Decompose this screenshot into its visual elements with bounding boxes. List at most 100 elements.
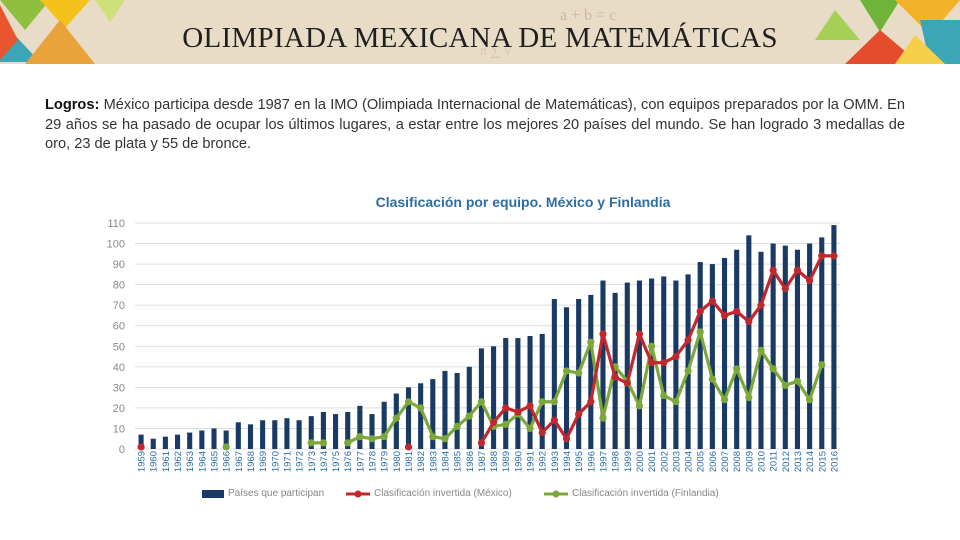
finland-point <box>550 398 558 406</box>
bar <box>369 414 375 449</box>
x-tick-label: 1996 <box>586 451 597 472</box>
header-banner: a + b = c π ∑ √ OLIMPIADA MEXICANA DE MA… <box>0 0 960 64</box>
y-tick-label: 30 <box>113 382 125 394</box>
mexico-line <box>480 254 834 444</box>
bar <box>442 370 448 449</box>
mexico-point <box>672 352 680 361</box>
x-tick-label: 1985 <box>453 451 464 472</box>
y-tick-label: 60 <box>113 321 125 333</box>
finland-point <box>356 433 364 441</box>
x-tick-label: 1979 <box>380 451 391 472</box>
bar <box>782 245 788 449</box>
finland-point <box>538 398 546 406</box>
mexico-point <box>806 276 814 285</box>
page-title: OLIMPIADA MEXICANA DE MATEMÁTICAS <box>182 22 778 54</box>
finland-point <box>781 381 789 389</box>
mexico-point <box>635 330 644 338</box>
y-tick-label: 10 <box>113 423 125 435</box>
y-tick-label: 100 <box>107 239 125 251</box>
x-tick-label: 1981 <box>404 451 415 472</box>
x-tick-label: 1967 <box>234 451 245 472</box>
finland-point <box>380 433 388 441</box>
x-tick-label: 1983 <box>428 451 439 472</box>
x-tick-label: 1999 <box>623 451 634 472</box>
finland-point <box>562 367 571 375</box>
x-tick-label: 1992 <box>538 451 549 472</box>
bar <box>819 237 825 449</box>
bar <box>454 372 460 449</box>
mexico-point <box>526 402 534 410</box>
legend-label-participants: Países que participan <box>228 488 325 499</box>
x-tick-label: 1990 <box>513 451 524 472</box>
x-tick-label: 1977 <box>355 451 366 472</box>
bar <box>138 434 144 449</box>
x-tick-label: 2012 <box>781 451 792 472</box>
description-label: Logros: <box>45 97 100 113</box>
finland-point <box>575 369 583 377</box>
mexico-point <box>720 311 729 320</box>
bar <box>734 249 740 449</box>
y-tick-label: 20 <box>113 403 125 415</box>
bar <box>381 401 387 449</box>
finland-point <box>708 375 716 383</box>
finland-point <box>465 412 473 420</box>
finland-point <box>453 422 461 430</box>
x-tick-label: 2006 <box>708 451 719 472</box>
x-tick-label: 1978 <box>368 451 379 472</box>
x-tick-label: 1965 <box>210 451 221 472</box>
bar <box>430 379 436 449</box>
mexico-point <box>733 307 741 315</box>
x-tick-label: 2003 <box>671 451 682 472</box>
x-tick-label: 2001 <box>647 451 658 472</box>
mexico-point <box>781 285 789 293</box>
bar <box>150 438 156 449</box>
legend-item-finland: Clasificación invertida (Finlandia) <box>544 488 719 499</box>
x-tick-label: 1991 <box>526 451 537 472</box>
mexico-point <box>623 379 631 387</box>
mexico-point <box>575 410 583 418</box>
bar <box>673 280 679 449</box>
finland-point <box>818 361 826 369</box>
mexico-point <box>684 336 692 344</box>
bar <box>721 257 728 449</box>
x-tick-label: 1974 <box>319 451 330 472</box>
finland-point <box>417 404 425 412</box>
svg-text:π ∑ √: π ∑ √ <box>480 44 512 59</box>
bar <box>211 428 217 449</box>
mexico-point <box>745 318 753 326</box>
mexico-point <box>696 307 704 315</box>
y-tick-label: 110 <box>107 218 125 230</box>
x-tick-label: 1971 <box>282 451 293 472</box>
description: Logros: México participa desde 1987 en l… <box>45 96 905 155</box>
finland-point <box>660 391 668 400</box>
x-tick-label: 1993 <box>550 451 561 472</box>
legend-label-finland: Clasificación invertida (Finlandia) <box>572 488 719 499</box>
mexico-point <box>818 252 826 260</box>
x-tick-label: 2011 <box>769 451 780 471</box>
mexico-point <box>137 443 145 451</box>
legend-swatch-finland <box>544 490 568 497</box>
x-tick-label: 1982 <box>416 451 427 472</box>
x-tick-label: 1986 <box>465 451 476 472</box>
bar <box>272 420 278 449</box>
x-tick-label: 2000 <box>635 451 646 472</box>
bar <box>174 434 181 449</box>
bar <box>357 405 363 449</box>
x-tick-label: 2005 <box>696 451 707 472</box>
finland-point <box>647 342 656 350</box>
finland-point <box>806 396 814 404</box>
legend-item-mexico: Clasificación invertida (México) <box>346 488 512 499</box>
finland-point <box>769 365 777 373</box>
bar <box>588 294 594 449</box>
finland-point <box>368 435 376 443</box>
finland-point <box>635 402 644 410</box>
x-tick-label: 2013 <box>793 451 804 472</box>
x-tick-label: 1966 <box>222 451 233 472</box>
bar <box>539 333 545 449</box>
x-tick-label: 1988 <box>489 451 500 472</box>
legend-item-participants: Países que participan <box>202 488 324 499</box>
bar <box>685 274 691 449</box>
x-tick-label: 1975 <box>331 451 342 472</box>
mexico-point <box>830 252 838 260</box>
bar <box>296 420 302 449</box>
